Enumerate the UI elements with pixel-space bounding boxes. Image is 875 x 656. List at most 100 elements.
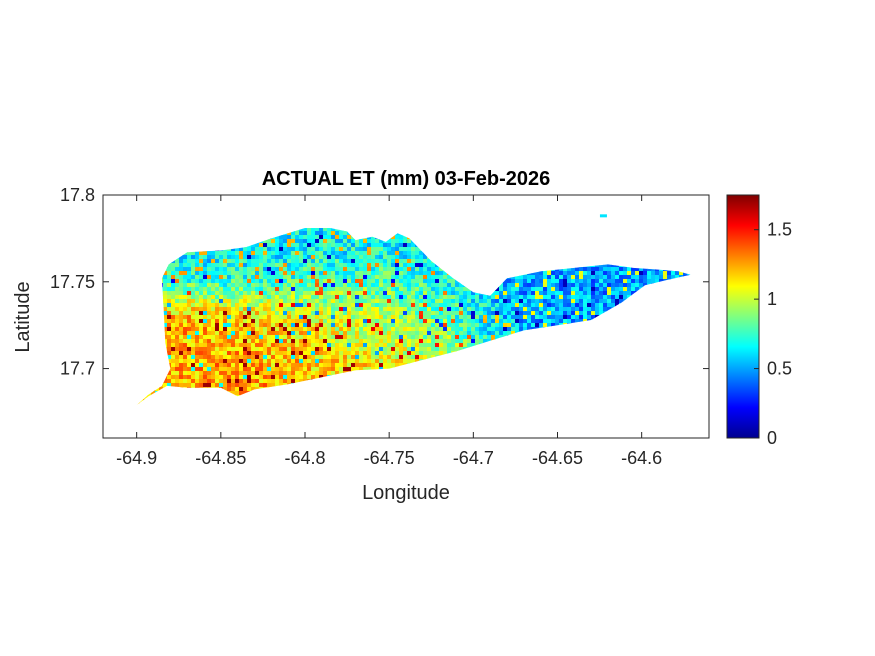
et-cell [395,287,400,292]
et-cell [507,315,512,320]
et-cell [371,267,376,272]
et-cell [443,303,448,308]
et-cell [367,351,372,356]
et-cell [455,279,460,284]
et-cell [223,283,228,288]
et-cell [267,263,272,268]
et-cell [443,275,448,280]
et-cell [247,247,252,252]
et-cell [175,287,180,292]
et-cell [339,311,344,316]
et-cell [263,343,268,348]
et-cell [311,295,316,300]
et-cell [223,303,228,308]
et-cell [367,367,372,372]
et-cell [175,259,180,264]
et-cell [331,231,336,236]
et-cell [243,255,248,260]
et-cell [247,355,252,360]
et-cell [367,251,372,256]
et-cell [391,323,396,328]
et-cell [371,287,376,292]
et-cell [379,343,384,348]
et-cell [335,307,340,312]
et-cell [359,335,364,340]
et-cell [327,283,332,288]
et-cell [351,343,356,348]
et-cell [287,235,292,240]
et-cell [363,319,368,324]
et-cell [307,319,312,324]
et-cell [299,343,304,348]
et-cell [287,367,292,372]
et-cell [395,303,400,308]
et-cell [319,327,324,332]
et-cell [199,295,204,300]
et-cell [395,347,400,352]
et-cell [383,307,388,312]
et-cell [431,339,436,344]
et-cell [247,375,252,380]
et-cell [295,271,300,276]
et-cell [363,251,368,256]
et-cell [283,247,288,252]
et-cell [263,239,268,244]
et-cell [263,243,268,248]
et-cell [179,283,184,288]
et-cell [275,259,280,264]
et-cell [347,339,352,344]
et-cell [443,343,448,348]
et-cell [247,283,252,288]
et-cell [311,235,316,240]
et-cell [263,359,268,364]
et-cell [227,291,232,296]
et-cell [279,239,284,244]
et-cell [239,347,244,352]
et-cell [399,311,404,316]
et-cell [283,287,288,292]
et-cell [443,315,448,320]
et-cell [295,291,300,296]
et-cell [323,323,328,328]
et-cell [235,259,240,264]
et-cell [323,263,328,268]
et-cell [171,283,176,288]
et-cell [419,263,424,268]
et-cell [319,335,324,340]
et-cell [359,339,364,344]
et-cell [279,323,284,328]
et-cell [407,359,412,364]
et-cell [199,259,204,264]
et-cell [371,355,376,360]
et-cell [387,271,392,276]
et-cell [323,355,328,360]
et-cell [347,271,352,276]
et-cell [167,283,172,288]
et-cell [291,363,296,368]
et-cell [355,363,360,368]
et-cell [379,247,384,252]
et-cell [175,279,180,284]
et-cell [187,331,192,336]
et-cell [419,283,424,288]
et-cell [371,335,376,340]
et-cell [503,331,508,336]
et-cell [343,291,348,296]
et-cell [503,315,508,320]
et-cell [311,259,316,264]
et-cell [383,335,388,340]
et-cell [351,239,356,244]
et-cell [339,255,344,260]
et-cell [267,371,272,376]
et-cell [219,323,224,328]
et-cell [319,303,324,308]
et-cell [367,271,372,276]
et-cell [167,271,172,276]
et-cell [427,355,432,360]
et-cell [291,255,296,260]
et-cell [339,287,344,292]
et-cell [191,331,196,336]
et-cell [327,355,332,360]
et-cell [275,303,280,308]
et-cell [195,327,200,332]
